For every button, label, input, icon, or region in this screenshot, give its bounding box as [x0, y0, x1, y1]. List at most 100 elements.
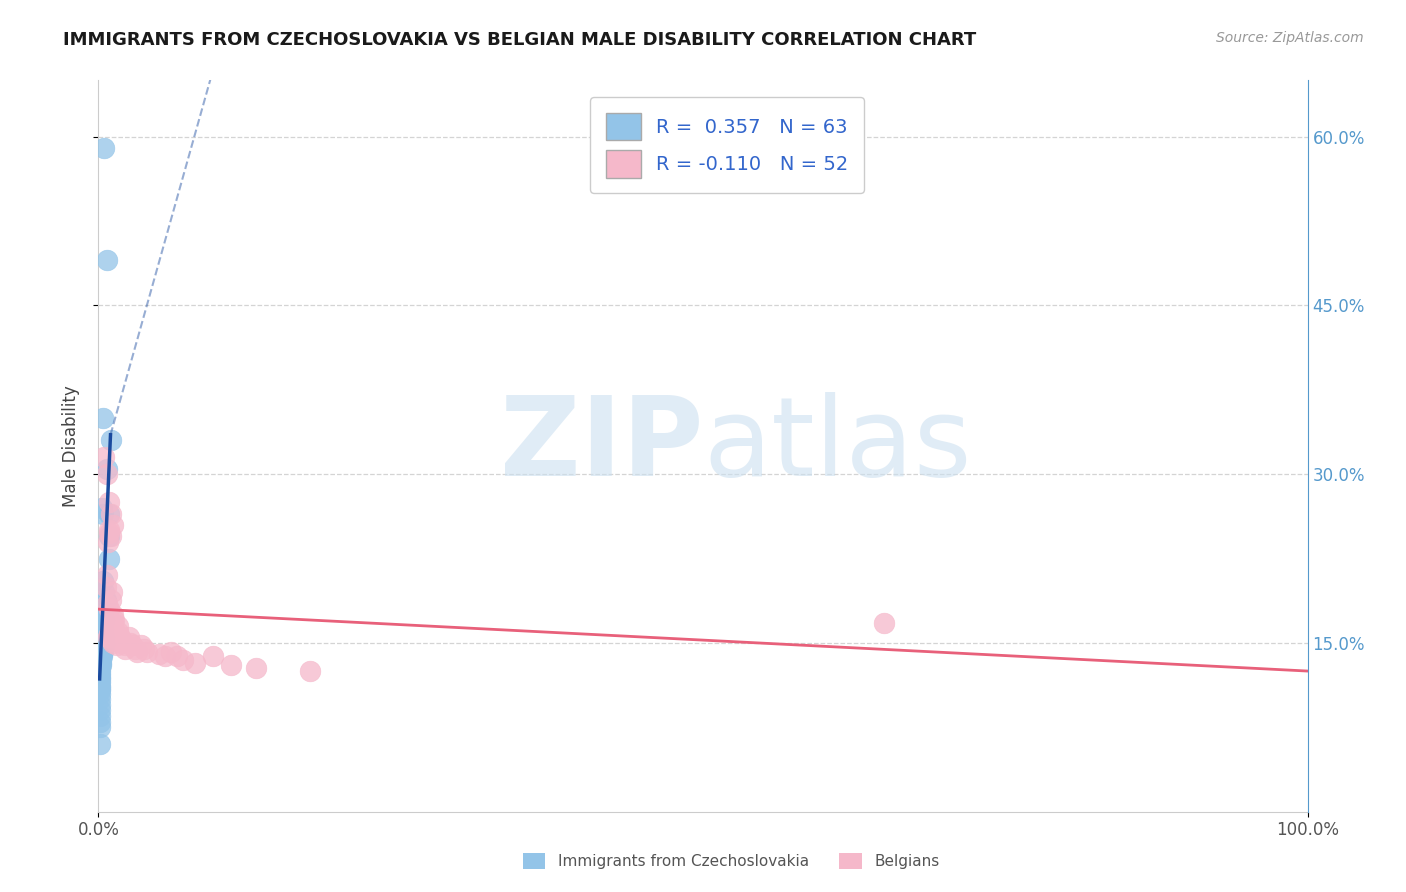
- Point: [94, 593, 117, 607]
- Point: [89, 664, 111, 678]
- Point: [245, 661, 267, 675]
- Point: [89, 679, 111, 693]
- Text: Source: ZipAtlas.com: Source: ZipAtlas.com: [1216, 31, 1364, 45]
- Point: [91, 410, 114, 425]
- Point: [91, 649, 114, 664]
- Point: [100, 507, 122, 521]
- Point: [91, 615, 114, 630]
- Point: [89, 658, 111, 673]
- Point: [91, 500, 114, 515]
- Point: [89, 645, 111, 659]
- Point: [89, 638, 111, 652]
- Point: [202, 649, 225, 664]
- Point: [100, 529, 122, 543]
- Point: [98, 529, 121, 543]
- Point: [93, 141, 115, 155]
- Point: [107, 624, 129, 639]
- Y-axis label: Male Disability: Male Disability: [62, 385, 80, 507]
- Point: [108, 633, 131, 648]
- Legend: R =  0.357   N = 63, R = -0.110   N = 52: R = 0.357 N = 63, R = -0.110 N = 52: [591, 97, 865, 194]
- Point: [89, 630, 111, 644]
- Point: [90, 638, 112, 652]
- Point: [101, 615, 124, 630]
- Point: [93, 630, 115, 644]
- Point: [91, 507, 114, 521]
- Point: [96, 597, 118, 611]
- Point: [89, 687, 111, 701]
- Point: [89, 720, 111, 734]
- Point: [107, 619, 129, 633]
- Point: [91, 619, 114, 633]
- Point: [124, 641, 146, 656]
- Point: [98, 525, 121, 540]
- Point: [148, 647, 170, 661]
- Point: [91, 602, 114, 616]
- Point: [93, 614, 115, 628]
- Point: [89, 661, 111, 675]
- Point: [89, 683, 111, 698]
- Point: [96, 568, 118, 582]
- Point: [89, 633, 111, 648]
- Point: [98, 495, 121, 509]
- Point: [91, 641, 114, 656]
- Point: [160, 645, 183, 659]
- Point: [100, 434, 122, 448]
- Point: [91, 607, 114, 622]
- Point: [89, 703, 111, 717]
- Point: [90, 653, 112, 667]
- Point: [98, 602, 121, 616]
- Point: [89, 681, 111, 695]
- Point: [108, 630, 131, 644]
- Point: [91, 633, 114, 648]
- Point: [90, 641, 112, 656]
- Point: [111, 636, 134, 650]
- Point: [101, 517, 124, 532]
- Point: [114, 638, 136, 652]
- Point: [100, 585, 122, 599]
- Point: [98, 551, 121, 566]
- Text: ZIP: ZIP: [499, 392, 703, 500]
- Point: [129, 638, 152, 652]
- Point: [89, 649, 111, 664]
- Point: [134, 641, 156, 656]
- Point: [299, 664, 322, 678]
- Point: [90, 656, 112, 670]
- Point: [101, 607, 124, 622]
- Point: [166, 649, 188, 664]
- Point: [91, 574, 114, 588]
- Point: [114, 641, 136, 656]
- Point: [89, 714, 111, 729]
- Point: [89, 675, 111, 690]
- Point: [121, 638, 143, 652]
- Point: [184, 656, 207, 670]
- Point: [105, 638, 128, 652]
- Point: [91, 644, 114, 658]
- Point: [89, 656, 111, 670]
- Point: [93, 638, 115, 652]
- Point: [118, 636, 141, 650]
- Text: IMMIGRANTS FROM CZECHOSLOVAKIA VS BELGIAN MALE DISABILITY CORRELATION CHART: IMMIGRANTS FROM CZECHOSLOVAKIA VS BELGIA…: [63, 31, 977, 49]
- Point: [96, 467, 118, 482]
- Point: [873, 615, 896, 630]
- Point: [100, 624, 122, 639]
- Point: [94, 580, 117, 594]
- Point: [96, 253, 118, 268]
- Point: [91, 623, 114, 637]
- Point: [93, 585, 115, 599]
- Point: [91, 647, 114, 661]
- Point: [96, 461, 118, 475]
- Point: [91, 636, 114, 650]
- Point: [91, 627, 114, 641]
- Point: [89, 641, 111, 656]
- Point: [89, 737, 111, 751]
- Point: [98, 627, 121, 641]
- Point: [101, 636, 124, 650]
- Point: [93, 450, 115, 465]
- Text: atlas: atlas: [703, 392, 972, 500]
- Point: [89, 647, 111, 661]
- Point: [172, 653, 194, 667]
- Point: [103, 623, 125, 637]
- Point: [90, 649, 112, 664]
- Point: [103, 614, 125, 628]
- Point: [118, 630, 141, 644]
